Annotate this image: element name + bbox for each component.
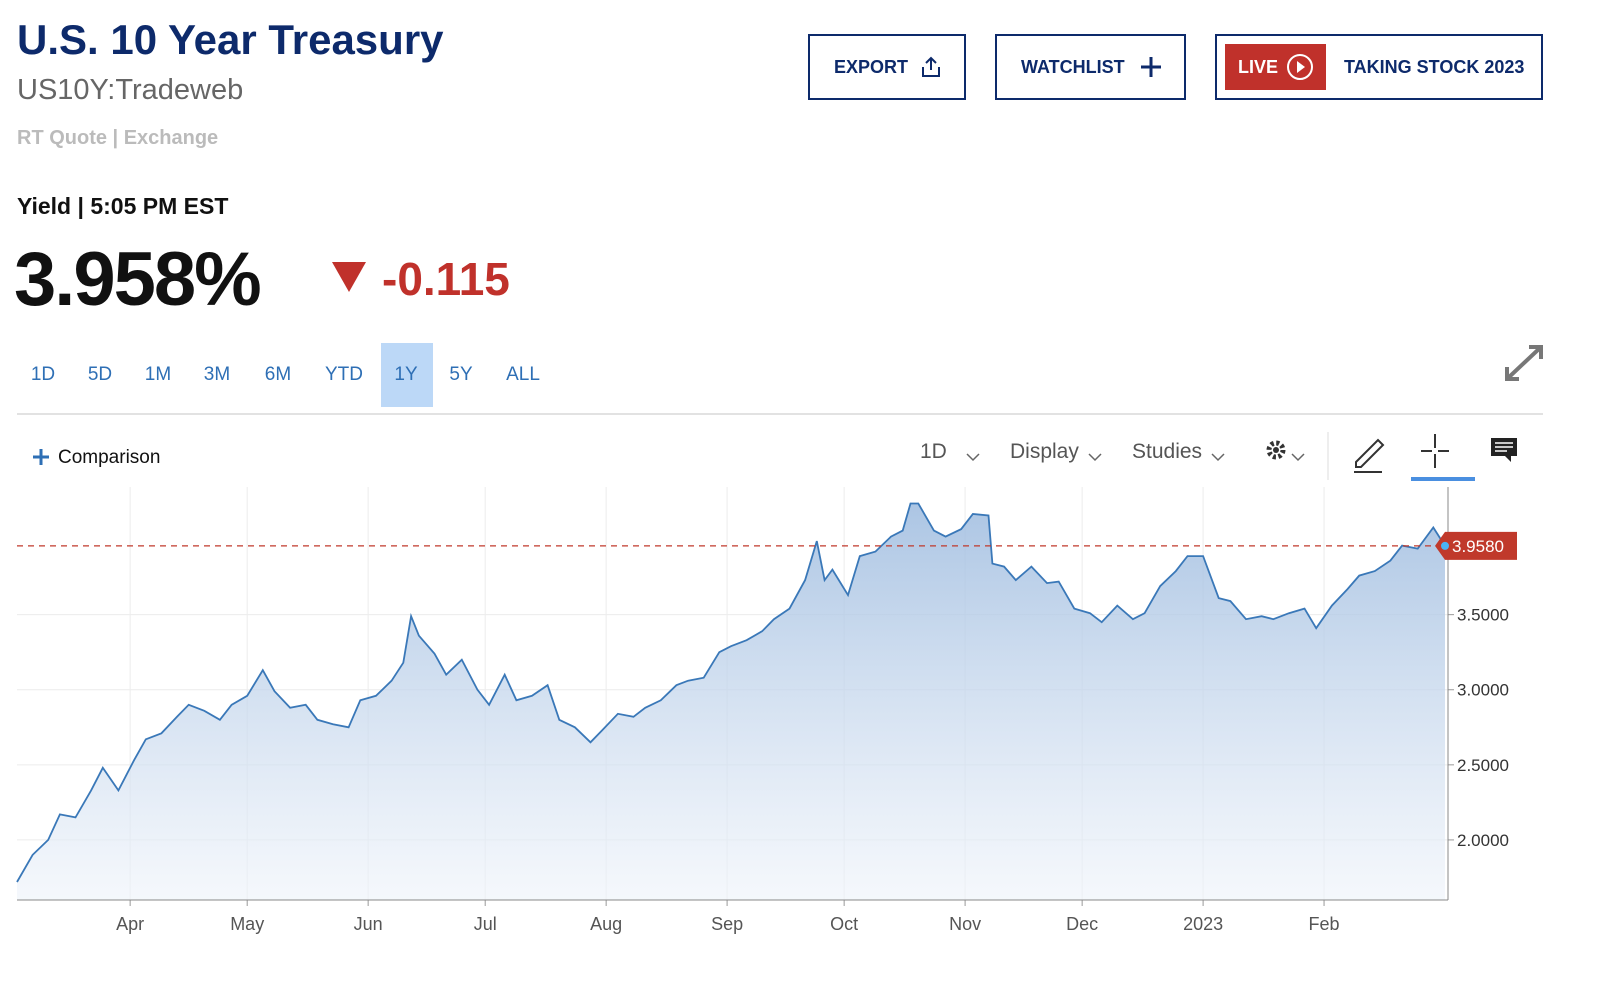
x-tick-label: Jun [354,914,383,934]
down-arrow [332,262,366,292]
range-tab[interactable]: 1Y [394,364,418,385]
price-tag [1435,531,1517,560]
range-tab[interactable]: 5Y [449,364,473,385]
comparison-button[interactable]: Comparison [58,447,161,468]
active-tab-bg [381,343,433,407]
expand-icon [1505,345,1543,381]
yield-line [16,502,1446,883]
watchlist-label: WATCHLIST [1021,56,1125,77]
symbol: US10Y:Tradeweb [17,74,244,106]
interval-button[interactable]: 1D [920,440,947,463]
yield-label: Yield | 5:05 PM EST [17,193,229,219]
range-tab[interactable]: 1D [30,364,56,385]
range-tab[interactable]: 6M [264,364,292,385]
range-tab[interactable]: 5D [87,364,113,385]
x-tick-label: Apr [116,914,144,934]
live-label: LIVE [1238,56,1279,77]
x-tick-label: Jul [474,914,497,934]
export-button[interactable]: EXPORT [808,34,966,100]
x-tick-label: May [230,914,264,934]
studies-button[interactable]: Studies [1132,440,1203,463]
play-icon [1287,54,1314,80]
area-fill [17,503,1445,900]
watchlist-button[interactable]: WATCHLIST [995,34,1186,100]
range-tab[interactable]: 1M [144,364,172,385]
y-tick-label: 2.5000 [1457,756,1509,775]
x-tick-label: Aug [590,914,622,934]
plus-icon [1140,57,1161,77]
display-button[interactable]: Display [1010,440,1079,463]
x-tick-label: Sep [711,914,743,934]
x-tick-label: 2023 [1183,914,1223,934]
change: -0.115 [382,253,510,305]
x-tick-label: Dec [1066,914,1098,934]
comparison-plus [33,449,49,465]
range-tab[interactable]: 3M [203,364,231,385]
chart: 2.0000 2.5000 3.0000 3.5000 Apr May Jun Jul Aug S… [16,487,1517,934]
quote-info: RT Quote | Exchange [17,127,219,149]
toolbar-icons [966,432,1517,481]
y-tick-label: 3.0000 [1457,681,1509,700]
taking-stock-label: TAKING STOCK 2023 [1344,56,1525,77]
y-tick-label: 2.0000 [1457,831,1509,850]
price-tag-label: 3.9580 [1452,537,1504,556]
range-tab[interactable]: YTD [325,364,363,385]
x-tick-label: Feb [1309,914,1340,934]
taking-stock-button[interactable]: LIVE TAKING STOCK 2023 [1215,34,1543,100]
price: 3.958% [14,237,262,322]
live-badge: LIVE [1225,44,1326,90]
range-tab[interactable]: ALL [506,364,540,385]
separator [17,413,1543,415]
title: U.S. 10 Year Treasury [17,16,444,63]
y-tick-label: 3.5000 [1457,606,1509,625]
last-point [1441,541,1449,550]
x-tick-label: Nov [949,914,981,934]
x-tick-label: Oct [830,914,858,934]
export-label: EXPORT [834,56,909,77]
export-icon [922,56,941,77]
